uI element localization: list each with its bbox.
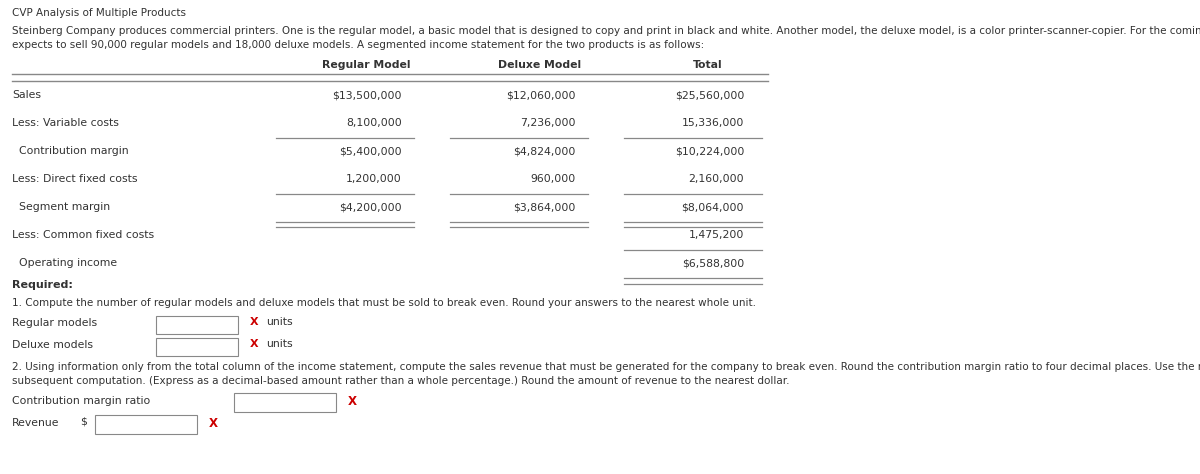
Text: Less: Common fixed costs: Less: Common fixed costs [12,230,154,240]
Text: $25,560,000: $25,560,000 [674,90,744,100]
Text: Regular Model: Regular Model [322,60,410,70]
Text: $6,588,800: $6,588,800 [682,258,744,268]
Text: Revenue: Revenue [12,418,60,428]
Text: Operating income: Operating income [12,258,118,268]
Text: Steinberg Company produces commercial printers. One is the regular model, a basi: Steinberg Company produces commercial pr… [12,26,1200,36]
Text: $10,224,000: $10,224,000 [674,146,744,156]
Text: CVP Analysis of Multiple Products: CVP Analysis of Multiple Products [12,8,186,18]
Text: Regular models: Regular models [12,318,97,328]
Text: Deluxe models: Deluxe models [12,340,94,350]
Text: Less: Variable costs: Less: Variable costs [12,118,119,128]
Text: $3,864,000: $3,864,000 [514,202,576,212]
Text: subsequent computation. (Express as a decimal-based amount rather than a whole p: subsequent computation. (Express as a de… [12,376,790,386]
Text: Less: Direct fixed costs: Less: Direct fixed costs [12,174,138,184]
Text: $4,200,000: $4,200,000 [340,202,402,212]
Text: $4,824,000: $4,824,000 [514,146,576,156]
Text: Deluxe Model: Deluxe Model [498,60,582,70]
Text: X: X [250,338,258,348]
Text: 2,160,000: 2,160,000 [689,174,744,184]
Text: X: X [209,417,218,429]
Text: Sales: Sales [12,90,41,100]
FancyBboxPatch shape [234,393,336,412]
Text: units: units [266,317,293,327]
FancyBboxPatch shape [156,337,238,356]
Text: expects to sell 90,000 regular models and 18,000 deluxe models. A segmented inco: expects to sell 90,000 regular models an… [12,40,704,50]
Text: $8,064,000: $8,064,000 [682,202,744,212]
FancyBboxPatch shape [95,415,197,434]
Text: $13,500,000: $13,500,000 [332,90,402,100]
Text: $12,060,000: $12,060,000 [506,90,576,100]
Text: Required:: Required: [12,280,73,290]
Text: 960,000: 960,000 [530,174,576,184]
Text: $5,400,000: $5,400,000 [340,146,402,156]
Text: Contribution margin ratio: Contribution margin ratio [12,396,150,406]
Text: 1,200,000: 1,200,000 [347,174,402,184]
Text: X: X [348,394,358,408]
Text: 8,100,000: 8,100,000 [347,118,402,128]
Text: 1,475,200: 1,475,200 [689,230,744,240]
Text: 2. Using information only from the total column of the income statement, compute: 2. Using information only from the total… [12,362,1200,372]
Text: Contribution margin: Contribution margin [12,146,128,156]
Text: Total: Total [694,60,722,70]
Text: units: units [266,338,293,348]
Text: $: $ [80,417,88,427]
Text: Segment margin: Segment margin [12,202,110,212]
Text: X: X [250,317,258,327]
Text: 1. Compute the number of regular models and deluxe models that must be sold to b: 1. Compute the number of regular models … [12,298,756,308]
Text: 15,336,000: 15,336,000 [682,118,744,128]
Text: 7,236,000: 7,236,000 [521,118,576,128]
FancyBboxPatch shape [156,316,238,334]
